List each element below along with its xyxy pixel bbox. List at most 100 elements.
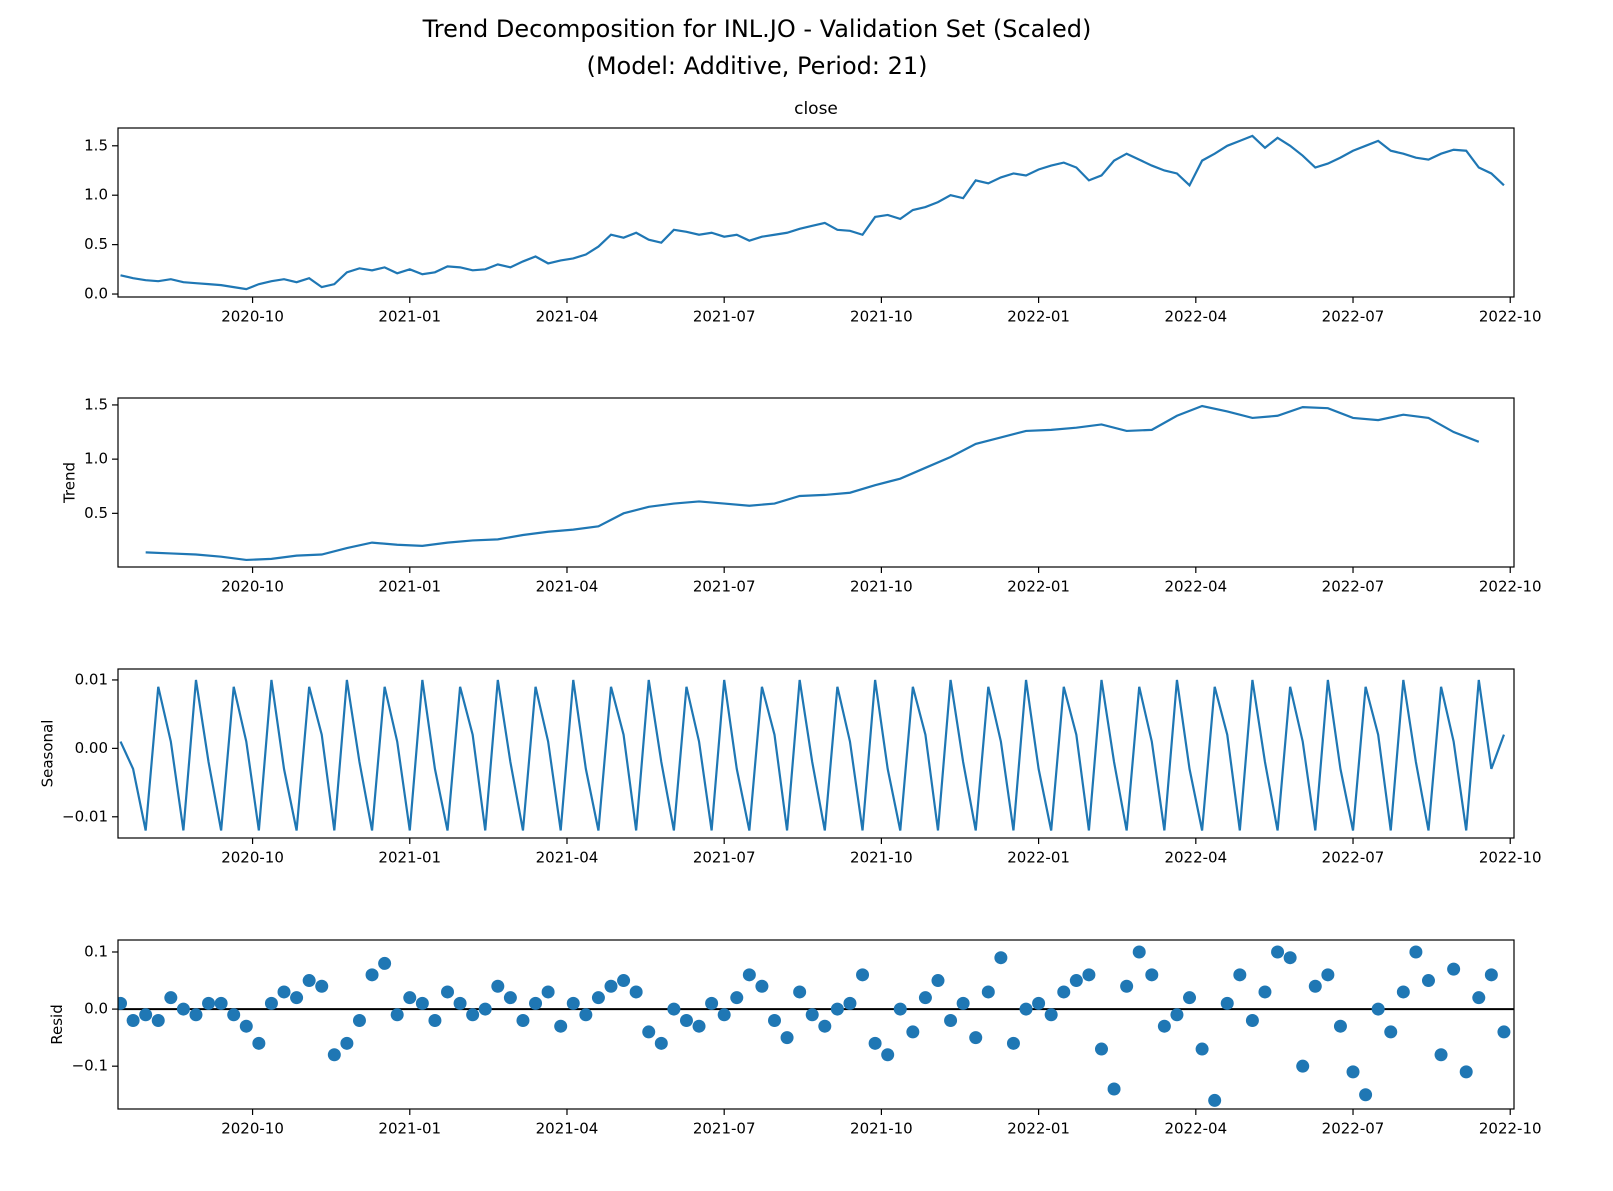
resid-point — [893, 1002, 907, 1016]
resid-point — [1434, 1048, 1448, 1062]
resid-point — [1245, 1014, 1259, 1028]
y-axis-label: Trend — [61, 462, 79, 504]
resid-point — [1447, 962, 1461, 976]
resid-point — [202, 996, 216, 1010]
resid-point — [1044, 1008, 1058, 1022]
resid-point — [1019, 1002, 1033, 1016]
resid-point — [1069, 974, 1083, 988]
resid-point — [755, 979, 769, 993]
resid-point — [906, 1025, 920, 1039]
figure-subtitle: (Model: Additive, Period: 21) — [586, 52, 927, 80]
y-tick-label: 0.0 — [84, 285, 108, 303]
resid-point — [931, 974, 945, 988]
x-tick-label: 2021-04 — [536, 578, 599, 596]
x-tick-label: 2021-04 — [536, 308, 599, 326]
resid-point — [554, 1019, 568, 1033]
x-tick-label: 2020-10 — [221, 1120, 284, 1138]
resid-point — [1497, 1025, 1511, 1039]
x-tick-label: 2022-01 — [1007, 1120, 1070, 1138]
y-tick-label: 0.01 — [75, 670, 108, 688]
y-tick-label: 1.0 — [84, 450, 108, 468]
resid-point — [239, 1019, 253, 1033]
y-axis-label: Seasonal — [39, 720, 57, 788]
x-tick-label: 2022-04 — [1164, 308, 1227, 326]
x-tick-label: 2022-10 — [1479, 1120, 1542, 1138]
x-tick-label: 2022-10 — [1479, 308, 1542, 326]
x-tick-label: 2021-01 — [378, 1120, 441, 1138]
resid-point — [818, 1019, 832, 1033]
resid-point — [767, 1014, 781, 1028]
resid-point — [742, 968, 756, 982]
x-tick-label: 2022-04 — [1164, 849, 1227, 867]
x-tick-label: 2021-10 — [850, 1120, 913, 1138]
resid-point — [604, 979, 618, 993]
resid-point — [1459, 1065, 1473, 1079]
resid-point — [1170, 1008, 1184, 1022]
y-tick-label: −0.01 — [62, 807, 108, 825]
resid-point — [1409, 945, 1423, 959]
x-tick-label: 2021-07 — [693, 849, 756, 867]
resid-point — [830, 1002, 844, 1016]
x-tick-label: 2021-04 — [536, 849, 599, 867]
x-tick-label: 2021-01 — [378, 308, 441, 326]
resid-point — [1346, 1065, 1360, 1079]
resid-point — [503, 991, 517, 1005]
resid-point — [1421, 974, 1435, 988]
x-tick-label: 2021-01 — [378, 578, 441, 596]
resid-point — [956, 996, 970, 1010]
resid-point — [1271, 945, 1285, 959]
figure-title: Trend Decomposition for INL.JO - Validat… — [422, 15, 1092, 43]
resid-point — [1359, 1088, 1373, 1102]
resid-point — [994, 951, 1008, 965]
resid-point — [252, 1036, 266, 1050]
resid-point — [1233, 968, 1247, 982]
resid-point — [1384, 1025, 1398, 1039]
axes-frame — [117, 127, 1515, 298]
resid-point — [1258, 985, 1272, 999]
x-tick-label: 2022-04 — [1164, 578, 1227, 596]
resid-point — [1371, 1002, 1385, 1016]
resid-point — [466, 1008, 480, 1022]
resid-point — [1094, 1042, 1108, 1056]
x-tick-label: 2022-07 — [1322, 308, 1385, 326]
resid-point — [227, 1008, 241, 1022]
resid-point — [1145, 968, 1159, 982]
resid-point — [340, 1036, 354, 1050]
x-tick-label: 2021-07 — [693, 578, 756, 596]
resid-point — [1183, 991, 1197, 1005]
y-tick-label: 0.5 — [84, 235, 108, 253]
axes-frame — [117, 397, 1515, 568]
resid-point — [654, 1036, 668, 1050]
resid-point — [692, 1019, 706, 1033]
resid-point — [730, 991, 744, 1005]
resid-point — [780, 1031, 794, 1045]
resid-point — [290, 991, 304, 1005]
resid-point — [1157, 1019, 1171, 1033]
resid-point — [189, 1008, 203, 1022]
resid-point — [617, 974, 631, 988]
resid-point — [805, 1008, 819, 1022]
resid-point — [151, 1014, 165, 1028]
x-tick-label: 2022-07 — [1322, 578, 1385, 596]
resid-point — [516, 1014, 530, 1028]
resid-point — [390, 1008, 404, 1022]
resid-point — [1032, 996, 1046, 1010]
resid-point — [705, 996, 719, 1010]
resid-point — [1195, 1042, 1209, 1056]
resid-point — [918, 991, 932, 1005]
resid-point — [327, 1048, 341, 1062]
x-tick-label: 2020-10 — [221, 849, 284, 867]
resid-point — [981, 985, 995, 999]
resid-point — [139, 1008, 153, 1022]
resid-point — [1107, 1082, 1121, 1096]
resid-point — [856, 968, 870, 982]
x-tick-label: 2022-10 — [1479, 578, 1542, 596]
resid-point — [793, 985, 807, 999]
y-tick-label: 1.5 — [84, 395, 108, 413]
x-tick-label: 2021-07 — [693, 1120, 756, 1138]
x-tick-label: 2020-10 — [221, 308, 284, 326]
resid-point — [843, 996, 857, 1010]
resid-point — [717, 1008, 731, 1022]
x-tick-label: 2021-04 — [536, 1120, 599, 1138]
